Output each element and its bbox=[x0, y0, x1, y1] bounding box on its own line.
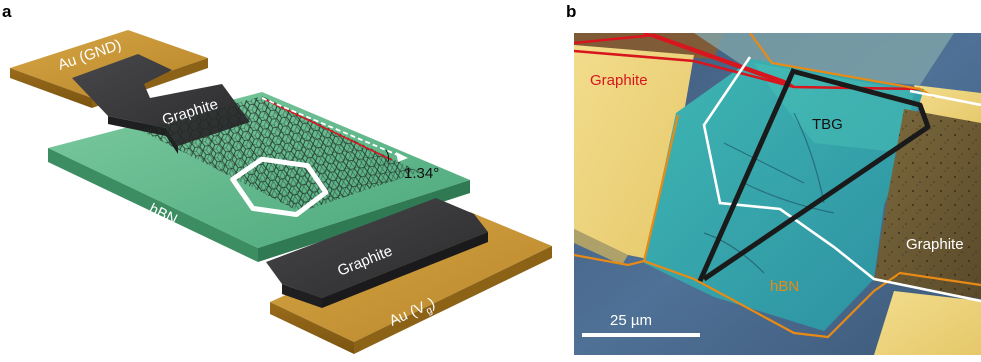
graphite-right-label-b: Graphite bbox=[906, 236, 964, 253]
panel-a-letter: a bbox=[2, 2, 12, 21]
outline-black-tbg bbox=[697, 67, 931, 283]
outline-orange-hbn bbox=[642, 33, 981, 339]
hbn-label-b: hBN bbox=[770, 278, 799, 295]
device-schematic: Au (GND) hBN Graphite 1.34° Au (Vg) Grap… bbox=[10, 30, 552, 354]
yellow-flake-bottom-right bbox=[874, 291, 981, 355]
twist-angle-arc bbox=[385, 149, 390, 163]
tbg-label: TBG bbox=[812, 116, 843, 133]
panel-b-letter: b bbox=[566, 2, 577, 21]
optical-micrograph: Graphite TBG Graphite hBN 25 µm bbox=[574, 33, 981, 355]
twist-arrow-head bbox=[396, 152, 408, 162]
twisted-bilayer-lattice bbox=[140, 96, 420, 212]
scale-bar bbox=[582, 333, 700, 337]
scale-bar-label: 25 µm bbox=[610, 312, 652, 329]
wrinkles bbox=[703, 112, 835, 274]
hexagon-marker bbox=[230, 156, 329, 218]
twist-line-white bbox=[261, 97, 401, 157]
graphite-bottom-ribbon bbox=[266, 198, 488, 308]
graphite-top-label-b: Graphite bbox=[590, 72, 648, 89]
twist-line-red bbox=[261, 97, 393, 161]
outline-white-graphite bbox=[702, 56, 981, 303]
angle-label: 1.34° bbox=[404, 165, 439, 182]
